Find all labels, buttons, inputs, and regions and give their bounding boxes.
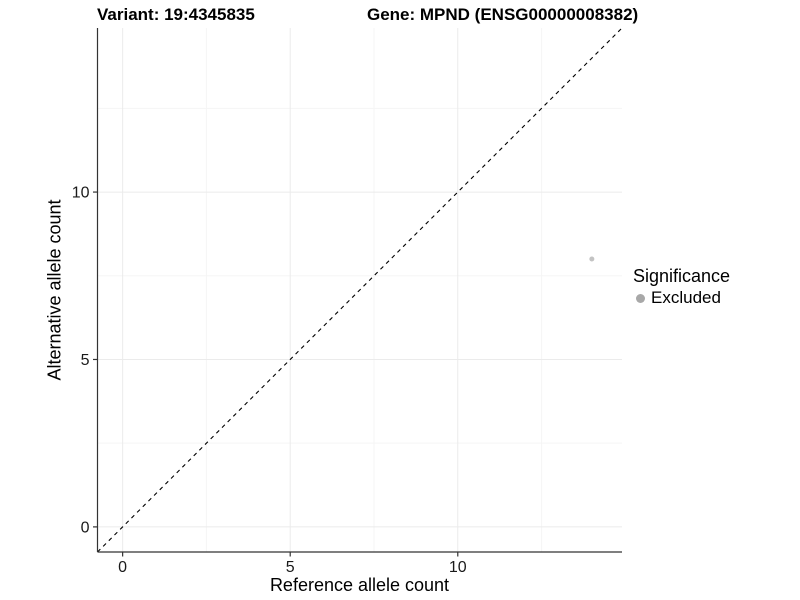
x-tick-label: 5 (286, 559, 295, 576)
x-tick-label: 0 (118, 559, 127, 576)
x-tick-label: 10 (449, 559, 467, 576)
legend-entry-label: Excluded (651, 288, 721, 307)
legend-title: Significance (633, 266, 731, 286)
y-tick-label: 0 (81, 519, 90, 536)
legend-entry-excluded: Excluded (633, 288, 730, 308)
identity-line (97, 27, 623, 553)
x-axis-title: Reference allele count (269, 575, 450, 595)
legend: Significance Excluded (633, 266, 730, 308)
plot-title-variant: Variant: 19:4345835 (97, 5, 255, 24)
plot-title-gene: Gene: MPND (ENSG00000008382) (367, 5, 639, 24)
legend-point-icon (636, 293, 645, 303)
data-point (589, 256, 595, 262)
y-tick-label: 5 (81, 352, 90, 369)
y-axis-title: Alternative allele count (44, 199, 65, 381)
y-tick-label: 10 (72, 185, 90, 202)
